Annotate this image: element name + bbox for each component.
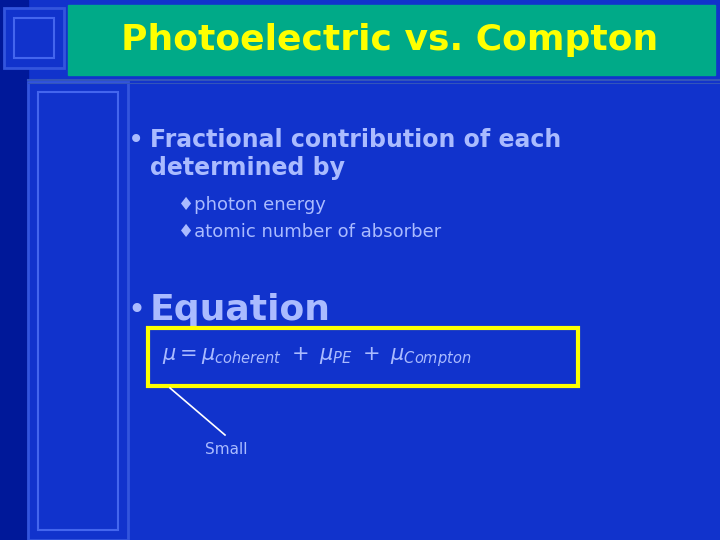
Text: determined by: determined by bbox=[150, 156, 345, 180]
Text: Small: Small bbox=[205, 442, 248, 457]
Bar bbox=[14, 18, 54, 58]
Bar bbox=[28, 82, 128, 540]
Bar bbox=[4, 8, 64, 68]
Text: •: • bbox=[128, 126, 144, 154]
Text: ♦photon energy: ♦photon energy bbox=[178, 196, 326, 214]
Text: •: • bbox=[127, 295, 145, 325]
Text: ♦atomic number of absorber: ♦atomic number of absorber bbox=[178, 223, 441, 241]
Text: $\mu = \mu_{coherent}\ +\ \mu_{PE}\ +\ \mu_{Compton}$: $\mu = \mu_{coherent}\ +\ \mu_{PE}\ +\ \… bbox=[162, 345, 472, 369]
Bar bbox=[68, 5, 715, 75]
Text: Photoelectric vs. Compton: Photoelectric vs. Compton bbox=[122, 23, 659, 57]
Bar bbox=[148, 328, 578, 386]
Text: Fractional contribution of each: Fractional contribution of each bbox=[150, 128, 562, 152]
Bar bbox=[0, 0, 28, 540]
Bar bbox=[38, 92, 118, 530]
Text: Equation: Equation bbox=[150, 293, 331, 327]
